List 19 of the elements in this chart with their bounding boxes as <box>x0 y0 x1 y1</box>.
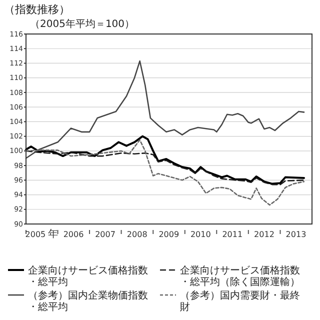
legend-label: （参考）国内企業物価指数・総平均 <box>28 290 148 313</box>
legend-label: 企業向けサービス価格指数・総平均（除く国際運輸） <box>180 264 300 288</box>
x-tick-label: 2006 <box>63 230 84 239</box>
line-series <box>25 150 305 186</box>
x-tick-label: 2010 <box>190 230 211 239</box>
x-tick-label: 2013 <box>286 230 306 239</box>
line-series <box>25 60 305 159</box>
legend-label: （参考）国内需要財・最終財 <box>180 290 300 313</box>
x-tick-label: 2007 <box>95 230 116 239</box>
x-tick-label: 2009 <box>158 230 180 239</box>
chart-title: （指数推移） <box>4 3 70 16</box>
x-tick-label: 2011 <box>222 230 243 239</box>
line-series <box>25 135 305 185</box>
line-series <box>25 139 305 206</box>
x-tick-label: 2012 <box>254 230 274 239</box>
x-tick-label: 2008 <box>126 230 148 239</box>
legend-label: 企業向けサービス価格指数・総平均 <box>28 264 148 288</box>
chart-subtitle: （2005年平均＝100） <box>30 18 135 30</box>
x-tick-label: 2005 年 <box>25 228 58 240</box>
